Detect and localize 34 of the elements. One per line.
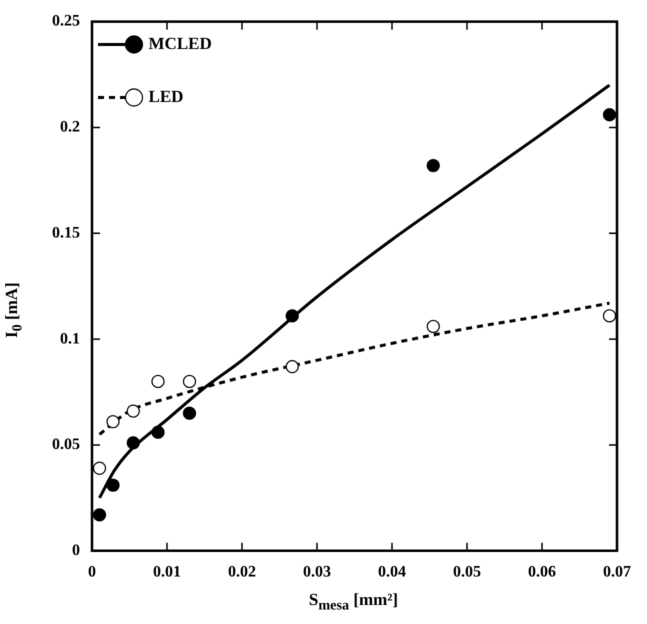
y-tick-label: 0.1 (60, 330, 80, 348)
x-tick-label: 0.02 (228, 564, 256, 581)
line-series (98, 84, 611, 500)
x-tick-label: 0.05 (453, 564, 481, 581)
point (126, 436, 140, 450)
x-tick-label: 0.07 (603, 564, 631, 581)
point (286, 309, 299, 322)
y-tick-label: 0.05 (52, 436, 80, 454)
point (182, 406, 196, 420)
point (151, 426, 165, 439)
legend-label: LED (148, 86, 184, 106)
point (286, 360, 299, 374)
x-tick-label: 0.04 (378, 564, 406, 581)
point (92, 462, 106, 475)
point (106, 415, 120, 428)
legend-label: MCLED (148, 34, 212, 53)
point (602, 309, 616, 322)
y-tick-label: 0 (72, 542, 80, 559)
x-axis-title: S$_{mesa}$ [mm²] (308, 590, 400, 614)
x-tick-label: 0 (88, 564, 96, 581)
point (426, 320, 440, 334)
point (92, 508, 106, 522)
y-tick-label: 0.25 (52, 12, 80, 30)
y-tick-label: 0.15 (52, 224, 80, 242)
point (106, 478, 120, 492)
point (602, 108, 616, 122)
x-tick-label: 0.06 (528, 564, 556, 581)
y-tick-label: 0.2 (60, 118, 80, 136)
x-tick-label: 0.01 (153, 564, 181, 581)
point (126, 404, 140, 418)
point (182, 374, 196, 388)
x-tick-label: 0.03 (303, 564, 331, 581)
point (151, 374, 165, 388)
point (426, 158, 440, 172)
